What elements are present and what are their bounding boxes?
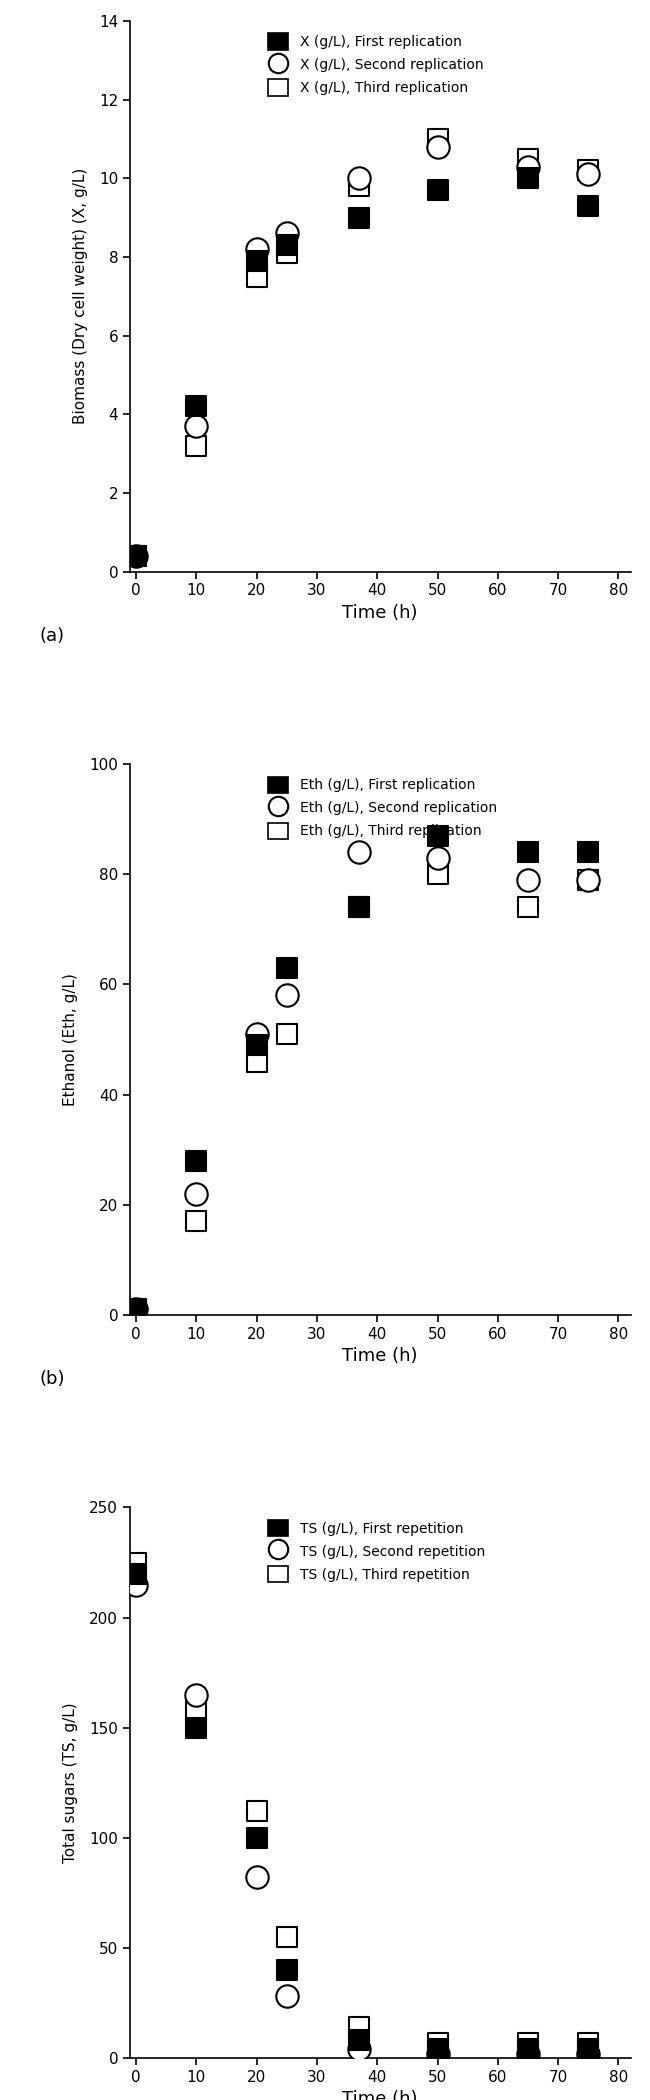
TS (g/L), Third repetition [191, 1693, 202, 1726]
Eth (g/L), Second replication [354, 836, 365, 869]
X (g/L), Third replication [131, 540, 141, 573]
Eth (g/L), Second replication [131, 1292, 141, 1325]
Y-axis label: Ethanol (Eth, g/L): Ethanol (Eth, g/L) [63, 972, 78, 1107]
Eth (g/L), First replication [583, 836, 593, 869]
X (g/L), Second replication [281, 216, 292, 250]
TS (g/L), First repetition [131, 1556, 141, 1590]
TS (g/L), First repetition [191, 1712, 202, 1745]
Eth (g/L), Second replication [252, 1016, 262, 1050]
TS (g/L), Third repetition [252, 1796, 262, 1829]
Y-axis label: Total sugars (TS, g/L): Total sugars (TS, g/L) [63, 1703, 78, 1863]
X (g/L), First replication [432, 174, 443, 208]
Eth (g/L), Third replication [523, 890, 533, 924]
TS (g/L), Second repetition [523, 2037, 533, 2071]
X (g/L), Third replication [354, 170, 365, 204]
TS (g/L), First repetition [583, 2033, 593, 2066]
X-axis label: Time (h): Time (h) [343, 2090, 418, 2100]
X (g/L), Third replication [523, 143, 533, 176]
X (g/L), Second replication [131, 540, 141, 573]
Eth (g/L), Third replication [252, 1044, 262, 1077]
TS (g/L), Second repetition [432, 2037, 443, 2071]
TS (g/L), Second repetition [583, 2037, 593, 2071]
TS (g/L), First repetition [523, 2033, 533, 2066]
X (g/L), First replication [354, 202, 365, 235]
TS (g/L), Third repetition [281, 1919, 292, 1953]
TS (g/L), Third repetition [583, 2026, 593, 2060]
TS (g/L), Third repetition [354, 2010, 365, 2043]
X (g/L), Second replication [354, 162, 365, 195]
X (g/L), Second replication [523, 149, 533, 183]
Eth (g/L), Second replication [432, 840, 443, 874]
X-axis label: Time (h): Time (h) [343, 605, 418, 622]
Eth (g/L), First replication [131, 1292, 141, 1325]
X (g/L), Second replication [252, 233, 262, 267]
X-axis label: Time (h): Time (h) [343, 1346, 418, 1365]
Legend: Eth (g/L), First replication, Eth (g/L), Second replication, Eth (g/L), Third re: Eth (g/L), First replication, Eth (g/L),… [262, 771, 502, 844]
X (g/L), Second replication [432, 130, 443, 164]
Eth (g/L), First replication [252, 1029, 262, 1063]
Eth (g/L), First replication [432, 819, 443, 853]
Eth (g/L), Third replication [281, 1016, 292, 1050]
X (g/L), Third replication [432, 122, 443, 155]
Eth (g/L), Third replication [131, 1292, 141, 1325]
X (g/L), First replication [252, 244, 262, 277]
Eth (g/L), First replication [191, 1144, 202, 1178]
Legend: TS (g/L), First repetition, TS (g/L), Second repetition, TS (g/L), Third repetit: TS (g/L), First repetition, TS (g/L), Se… [262, 1514, 490, 1588]
X (g/L), Third replication [191, 428, 202, 462]
Eth (g/L), Third replication [191, 1205, 202, 1239]
TS (g/L), Second repetition [281, 1980, 292, 2014]
Eth (g/L), Second replication [583, 863, 593, 897]
X (g/L), Third replication [281, 235, 292, 269]
Eth (g/L), Third replication [354, 890, 365, 924]
Eth (g/L), First replication [281, 951, 292, 985]
Text: (b): (b) [40, 1369, 66, 1388]
TS (g/L), First repetition [432, 2033, 443, 2066]
X (g/L), Second replication [191, 410, 202, 443]
Text: (a): (a) [40, 626, 65, 645]
X (g/L), Third replication [252, 260, 262, 294]
X (g/L), Third replication [583, 153, 593, 187]
TS (g/L), First repetition [281, 1953, 292, 1987]
TS (g/L), Third repetition [131, 1546, 141, 1579]
X (g/L), First replication [523, 162, 533, 195]
Eth (g/L), Third replication [583, 863, 593, 897]
TS (g/L), Third repetition [523, 2026, 533, 2060]
Y-axis label: Biomass (Dry cell weight) (X, g/L): Biomass (Dry cell weight) (X, g/L) [73, 168, 88, 424]
TS (g/L), Second repetition [354, 2033, 365, 2066]
TS (g/L), Third repetition [432, 2026, 443, 2060]
X (g/L), First replication [191, 391, 202, 424]
Eth (g/L), Second replication [191, 1176, 202, 1210]
Eth (g/L), Second replication [523, 863, 533, 897]
Eth (g/L), Second replication [281, 979, 292, 1012]
X (g/L), First replication [131, 540, 141, 573]
TS (g/L), First repetition [252, 1821, 262, 1854]
X (g/L), First replication [281, 229, 292, 262]
Legend: X (g/L), First replication, X (g/L), Second replication, X (g/L), Third replicat: X (g/L), First replication, X (g/L), Sec… [262, 27, 489, 101]
TS (g/L), Second repetition [252, 1861, 262, 1894]
Eth (g/L), First replication [523, 836, 533, 869]
TS (g/L), First repetition [354, 2024, 365, 2058]
TS (g/L), Second repetition [191, 1678, 202, 1712]
TS (g/L), Second repetition [131, 1569, 141, 1602]
X (g/L), First replication [583, 189, 593, 223]
Eth (g/L), Third replication [432, 857, 443, 890]
X (g/L), Second replication [583, 158, 593, 191]
Eth (g/L), First replication [354, 890, 365, 924]
